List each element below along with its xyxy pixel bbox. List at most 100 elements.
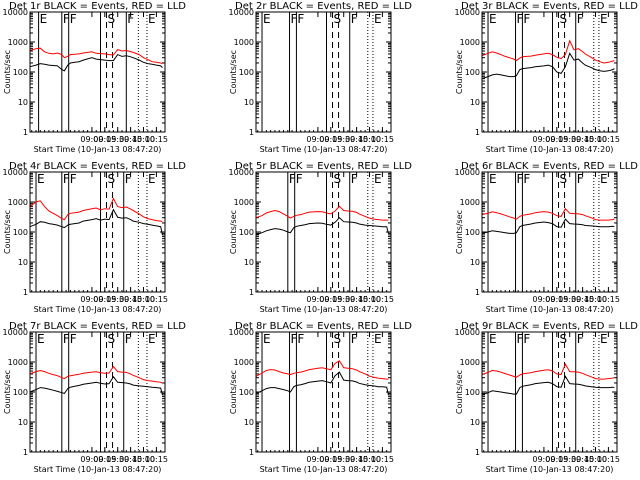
panel-title: Det 4r BLACK = Events, RED = LLD bbox=[9, 161, 186, 172]
y-axis-label: Counts/sec bbox=[3, 210, 12, 254]
series-line-red-lld bbox=[29, 365, 163, 384]
y-tick-label: 1 bbox=[475, 288, 480, 297]
x-tick-label: 10:15 bbox=[371, 135, 394, 144]
event-marker-label: E bbox=[148, 12, 156, 26]
y-tick-label: 1 bbox=[23, 128, 28, 137]
event-marker-label: F bbox=[63, 172, 70, 186]
event-marker-label: E bbox=[374, 12, 382, 26]
x-tick-label: 09:15 bbox=[545, 295, 568, 304]
y-tick-label: 10 bbox=[470, 98, 480, 107]
y-tick-label: 100 bbox=[239, 228, 254, 237]
x-tick-label: 09:30 bbox=[332, 295, 355, 304]
x-tick-label: 09:30 bbox=[106, 135, 129, 144]
y-tick-label: 1000 bbox=[234, 198, 254, 207]
y-tick-label: 10000 bbox=[455, 8, 480, 17]
event-marker-label: E bbox=[489, 12, 497, 26]
x-tick-label: 10:00 bbox=[132, 295, 155, 304]
detector-panel-5: Det 5r BLACK = Events, RED = LLD Counts/s… bbox=[229, 161, 413, 314]
event-marker-label: S bbox=[108, 332, 116, 346]
y-tick-label: 1 bbox=[475, 448, 480, 457]
x-axis-label: Start Time (10-Jan-13 08:47:20) bbox=[486, 305, 614, 314]
y-axis-label: Counts/sec bbox=[229, 50, 238, 94]
event-marker-label: F bbox=[70, 172, 77, 186]
event-marker-label: F bbox=[70, 332, 77, 346]
x-tick-label: 09:45 bbox=[119, 135, 142, 144]
x-axis-label: Start Time (10-Jan-13 08:47:20) bbox=[260, 145, 388, 154]
event-marker-label: E bbox=[600, 172, 608, 186]
event-marker-label: F bbox=[289, 172, 296, 186]
x-tick-label: 09:15 bbox=[545, 455, 568, 464]
x-tick-label: 09:00 bbox=[306, 135, 329, 144]
event-marker-label: E bbox=[374, 172, 382, 186]
x-tick-label: 09:45 bbox=[571, 135, 594, 144]
event-marker-label: E bbox=[148, 332, 156, 346]
event-marker-label: F bbox=[291, 332, 298, 346]
x-tick-label: 09:15 bbox=[319, 135, 342, 144]
x-tick-label: 09:15 bbox=[93, 135, 116, 144]
x-tick-label: 09:00 bbox=[532, 455, 555, 464]
series-line-red-lld bbox=[481, 39, 615, 64]
event-marker-label: S bbox=[560, 12, 568, 26]
y-tick-label: 10000 bbox=[229, 8, 254, 17]
event-marker-label: F bbox=[297, 332, 304, 346]
event-marker-label: E bbox=[263, 332, 271, 346]
series-line-red-lld bbox=[481, 362, 615, 380]
plot-frame bbox=[29, 331, 166, 453]
panel-title: Det 8r BLACK = Events, RED = LLD bbox=[235, 321, 412, 332]
y-tick-label: 10 bbox=[18, 98, 28, 107]
event-marker-label: S bbox=[560, 172, 568, 186]
plot-frame bbox=[481, 11, 618, 133]
y-axis-label: Counts/sec bbox=[3, 370, 12, 414]
x-tick-label: 09:15 bbox=[93, 455, 116, 464]
x-tick-label: 09:15 bbox=[319, 455, 342, 464]
event-marker-label: F bbox=[523, 332, 530, 346]
x-tick-label: 09:00 bbox=[80, 135, 103, 144]
event-marker-label: F bbox=[351, 172, 358, 186]
plot-frame bbox=[29, 171, 166, 293]
event-marker-label: F bbox=[577, 12, 584, 26]
plot-frame bbox=[255, 11, 392, 133]
panel-title: Det 6r BLACK = Events, RED = LLD bbox=[461, 161, 638, 172]
event-marker-label: S bbox=[334, 12, 342, 26]
event-marker-label: E bbox=[40, 12, 48, 26]
detector-panel-1: Det 1r BLACK = Events, RED = LLD Counts/s… bbox=[3, 1, 187, 154]
event-marker-label: E bbox=[489, 332, 497, 346]
event-marker-label: S bbox=[334, 172, 342, 186]
series-line-black-events bbox=[481, 375, 615, 396]
y-tick-label: 10 bbox=[244, 98, 254, 107]
event-marker-label: E bbox=[374, 332, 382, 346]
y-tick-label: 10000 bbox=[3, 328, 28, 337]
y-tick-label: 10000 bbox=[455, 328, 480, 337]
y-tick-label: 10 bbox=[18, 418, 28, 427]
y-axis-label: Counts/sec bbox=[455, 50, 464, 94]
event-marker-label: F bbox=[517, 332, 524, 346]
series-line-black-events bbox=[481, 218, 615, 234]
x-tick-label: 09:45 bbox=[119, 455, 142, 464]
plot-frame bbox=[29, 11, 166, 133]
y-tick-label: 1000 bbox=[8, 198, 28, 207]
x-tick-label: 09:00 bbox=[306, 455, 329, 464]
event-marker-label: S bbox=[108, 12, 116, 26]
x-tick-label: 10:15 bbox=[597, 135, 620, 144]
x-tick-label: 09:30 bbox=[558, 295, 581, 304]
panel-title: Det 9r BLACK = Events, RED = LLD bbox=[461, 321, 638, 332]
x-tick-label: 10:00 bbox=[132, 135, 155, 144]
plot-frame bbox=[255, 171, 392, 293]
plot-frame bbox=[255, 331, 392, 453]
event-marker-label: S bbox=[560, 332, 568, 346]
x-tick-label: 09:00 bbox=[80, 295, 103, 304]
x-tick-label: 09:45 bbox=[345, 455, 368, 464]
event-marker-label: E bbox=[148, 172, 156, 186]
event-marker-label: F bbox=[351, 332, 358, 346]
event-marker-label: E bbox=[263, 12, 271, 26]
event-marker-label: S bbox=[334, 332, 342, 346]
y-tick-label: 100 bbox=[239, 68, 254, 77]
x-axis-label: Start Time (10-Jan-13 08:47:20) bbox=[260, 465, 388, 474]
y-tick-label: 10 bbox=[470, 258, 480, 267]
detector-panel-8: Det 8r BLACK = Events, RED = LLD Counts/s… bbox=[229, 321, 413, 474]
x-tick-label: 09:30 bbox=[332, 135, 355, 144]
plot-frame bbox=[481, 331, 618, 453]
x-tick-label: 10:00 bbox=[358, 135, 381, 144]
event-marker-label: E bbox=[37, 332, 45, 346]
y-tick-label: 10 bbox=[470, 418, 480, 427]
